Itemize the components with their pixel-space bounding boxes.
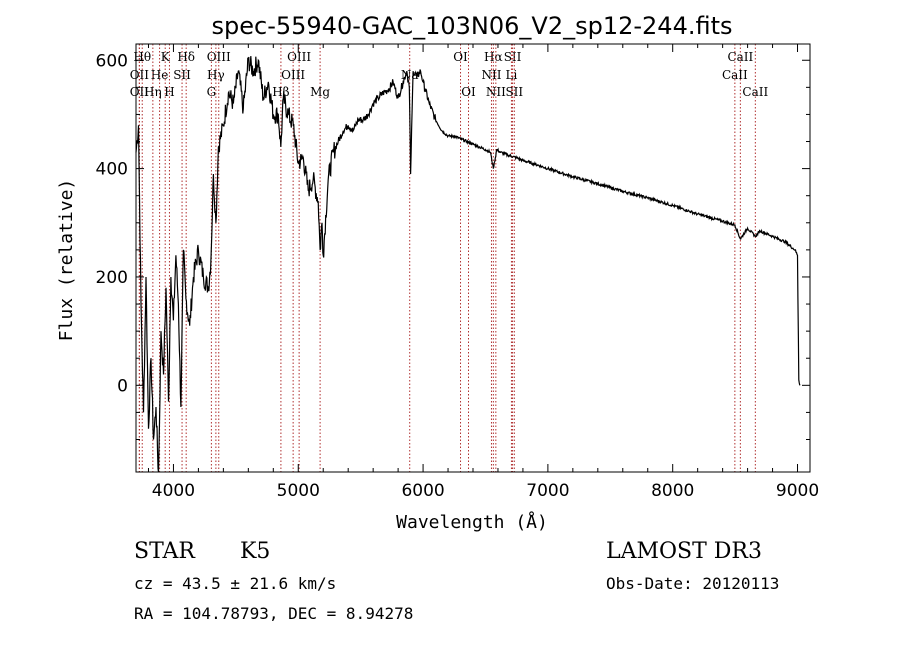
- spectral-line-label-12: Hβ: [272, 85, 289, 99]
- spectral-line-label-11: G: [207, 85, 217, 99]
- spectral-line-label-20: NII: [481, 68, 501, 82]
- spectral-line-label-2: OII: [130, 85, 150, 99]
- flux-series-line: [135, 56, 801, 473]
- y-tick-label-2: 400: [96, 160, 128, 180]
- spectral-line-label-17: OI: [453, 50, 468, 64]
- survey-name: LAMOST DR3: [606, 539, 762, 564]
- x-tick-label-3: 7000: [526, 481, 569, 501]
- spectral-line-label-21: NII: [486, 85, 506, 99]
- spectral-line-label-25: CaII: [727, 50, 753, 64]
- x-tick-label-2: 6000: [401, 481, 444, 501]
- x-tick-label-4: 8000: [651, 481, 694, 501]
- spectral-line-label-4: He: [151, 68, 169, 82]
- spectral-line-label-24: SII: [505, 85, 523, 99]
- object-subclass: K5: [240, 539, 271, 564]
- chart-title: spec-55940-GAC_103N06_V2_sp12-244.fits: [212, 12, 733, 40]
- spectral-line-label-22: SII: [504, 50, 522, 64]
- spectral-line-label-27: CaII: [742, 85, 768, 99]
- spectral-line-label-6: Hδ: [177, 50, 195, 64]
- spectral-line-label-23: Li: [506, 68, 518, 82]
- spectral-line-label-5: Hη: [144, 85, 162, 99]
- observation-date: Obs-Date: 20120113: [606, 574, 780, 593]
- y-tick-label-1: 200: [96, 268, 128, 288]
- x-axis-label: Wavelength (Å): [396, 511, 548, 533]
- spectral-line-label-19: Hα: [484, 50, 503, 64]
- spectral-line-label-7: SII: [173, 68, 191, 82]
- x-tick-label-0: 4000: [152, 481, 195, 501]
- spectral-line-label-15: Mg: [310, 85, 330, 99]
- object-class: STAR: [134, 539, 195, 564]
- x-tick-label-5: 9000: [776, 481, 819, 501]
- spectral-line-label-13: OIII: [287, 50, 311, 64]
- redshift-cz: cz = 43.5 ± 21.6 km/s: [134, 574, 337, 593]
- spectral-line-label-14: OIII: [281, 68, 305, 82]
- y-tick-label-0: 0: [117, 376, 128, 396]
- spectral-line-label-8: H: [164, 85, 174, 99]
- y-axis-label: Flux (relative): [56, 179, 77, 342]
- spectral-line-label-18: OI: [461, 85, 476, 99]
- spectral-line-label-3: K: [161, 50, 171, 64]
- y-tick-label-3: 600: [96, 51, 128, 71]
- spectral-line-label-1: OII: [130, 68, 150, 82]
- spectral-line-label-26: CaII: [722, 68, 748, 82]
- plot-frame: [135, 43, 811, 473]
- x-tick-label-1: 5000: [277, 481, 320, 501]
- axis-ticks: 4000 5000 6000 7000 8000 9000 0 200 400 600: [96, 44, 819, 501]
- spectral-line-label-9: OIII: [207, 50, 231, 64]
- spectral-line-label-10: Hγ: [207, 68, 225, 82]
- coordinates: RA = 104.78793, DEC = 8.94278: [134, 604, 414, 623]
